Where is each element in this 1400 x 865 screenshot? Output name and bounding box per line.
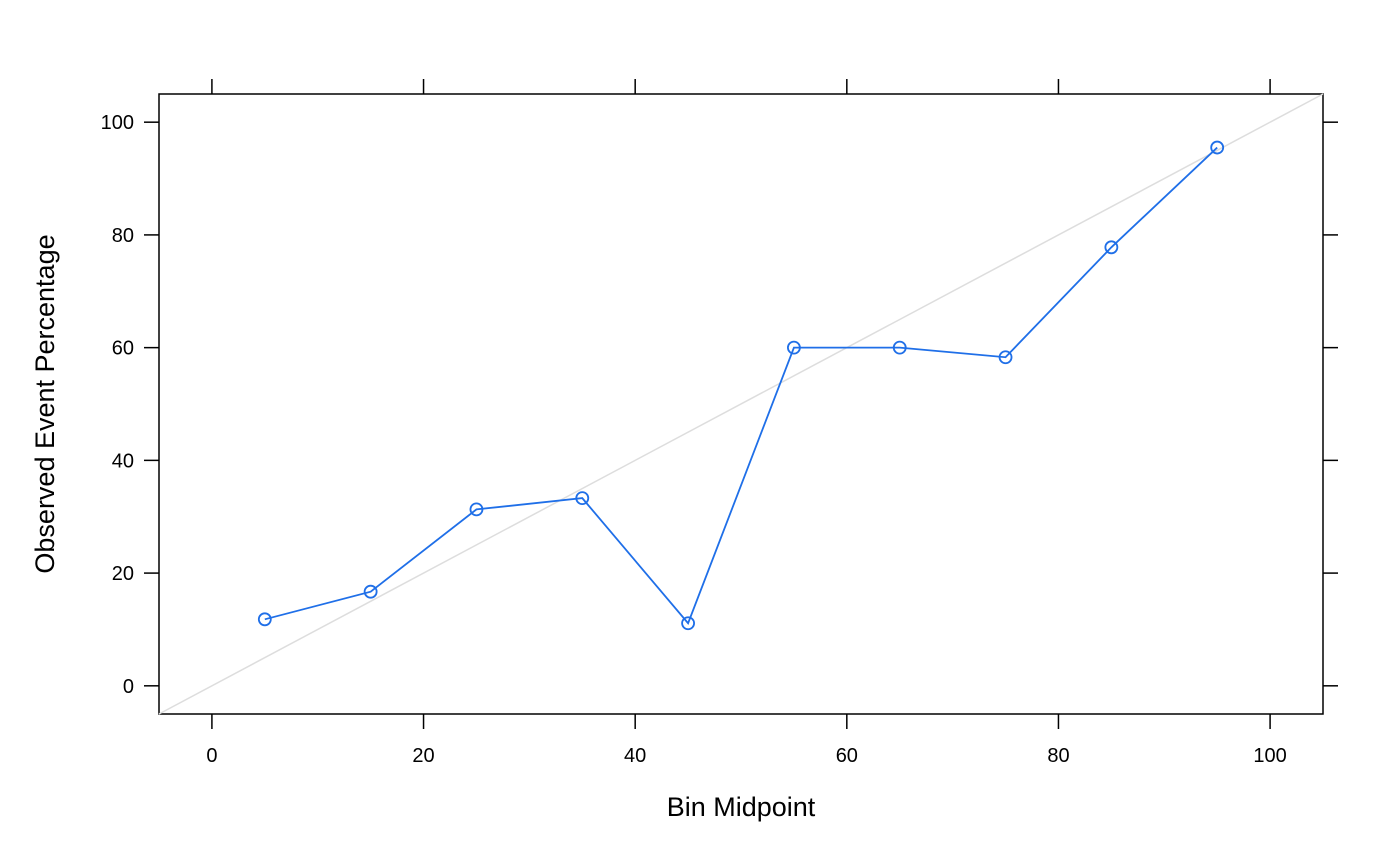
x-tick-label: 80 bbox=[1047, 745, 1069, 767]
series-layer bbox=[257, 140, 1225, 631]
y-tick-label: 0 bbox=[123, 676, 134, 698]
y-axis-title: Observed Event Percentage bbox=[30, 234, 60, 573]
y-tick-label: 80 bbox=[112, 225, 134, 247]
x-tick-label: 60 bbox=[836, 745, 858, 767]
y-tick-label: 60 bbox=[112, 338, 134, 360]
data-point bbox=[257, 612, 272, 627]
data-point bbox=[575, 491, 590, 506]
reference-diagonal-line bbox=[158, 93, 1324, 715]
plot-frame bbox=[158, 93, 1324, 715]
x-axis-title: Bin Midpoint bbox=[667, 792, 816, 822]
x-tick-label: 0 bbox=[206, 745, 217, 767]
y-tick-label: 100 bbox=[101, 112, 134, 134]
series-line bbox=[264, 146, 1218, 625]
data-point bbox=[1210, 140, 1225, 155]
x-tick-label: 20 bbox=[412, 745, 434, 767]
data-point bbox=[681, 616, 695, 631]
data-point bbox=[998, 350, 1013, 365]
data-point bbox=[787, 340, 801, 355]
y-tick-label: 20 bbox=[112, 563, 134, 585]
tick-layer: 0 20 40 60 80 100 0 20 40 60 80 100 bbox=[101, 79, 1338, 767]
data-point bbox=[469, 502, 484, 517]
x-tick-label: 40 bbox=[624, 745, 646, 767]
reference-layer bbox=[158, 93, 1324, 715]
y-tick-label: 40 bbox=[112, 450, 134, 472]
data-point bbox=[892, 340, 907, 355]
x-tick-label: 100 bbox=[1253, 745, 1286, 767]
data-point bbox=[1104, 240, 1119, 255]
data-point bbox=[363, 584, 378, 599]
